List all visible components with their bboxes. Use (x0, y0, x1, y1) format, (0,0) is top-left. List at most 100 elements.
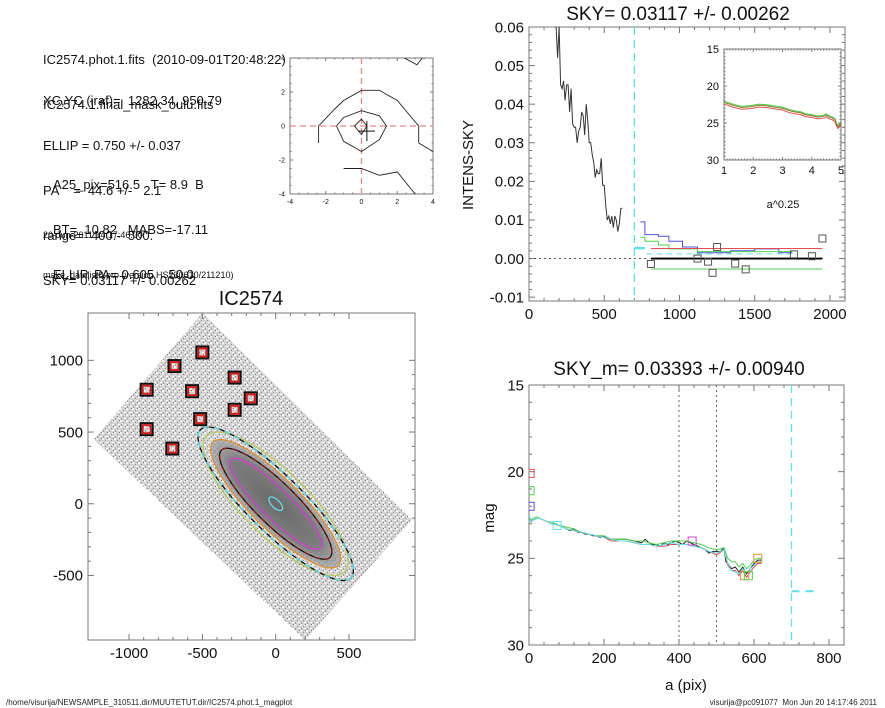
x-tick-label: 4 (809, 165, 815, 177)
mag-plot-title: SKY_m= 0.03393 +/- 0.00940 (553, 359, 804, 380)
x-tick-label: 5 (838, 165, 844, 177)
galaxy-disk (210, 439, 341, 569)
axis-frame (528, 384, 845, 646)
sky-box-inner (169, 361, 180, 372)
sky-box-inner (195, 414, 206, 425)
mag-marker-magenta (687, 536, 697, 546)
x-tick-label: 2 (395, 199, 399, 206)
sky-plot-data (529, 27, 827, 301)
sky-box-point (713, 242, 722, 251)
mag-profile-red (529, 514, 762, 579)
y-tick-label: -4 (279, 191, 285, 198)
isophote-ellipse-cyan-inner (268, 496, 284, 512)
sky-box-inner (229, 372, 240, 383)
info-header: IC2574.phot.1.fits (2010-09-01T20:48:22)… (43, 22, 286, 127)
sky-step-green (640, 236, 793, 253)
sky-plot: 0 500 1000 1500 2000 -0.01 0.00 0.01 0.02 0.03 0.0… (490, 19, 847, 323)
sky-box-point (646, 259, 655, 268)
y-tick-label: -0.01 (490, 289, 524, 306)
info-sky: SKY= 0.03117 +/- 0.00262 (43, 273, 196, 288)
x-tick-label: 800 (816, 650, 841, 667)
x-tick-label: -2 (323, 199, 329, 206)
sky-box-point (741, 265, 750, 274)
sky-box-outer (167, 359, 182, 374)
info-a25: A25_pix=516.5 T= 8.9 B (53, 177, 204, 192)
y-tick-label: 30 (507, 637, 524, 654)
y-tick-label: 30 (707, 155, 719, 167)
mag-plot-xlabel: a (pix) (665, 677, 707, 694)
sky-box-point (807, 252, 816, 261)
mag-plot-data (529, 385, 814, 645)
x-tick-label: 1500 (738, 306, 771, 323)
info-filename: IC2574.phot.1.fits (2010-09-01T20:48:22) (43, 52, 286, 67)
centering-contours (290, 58, 433, 194)
inset-data (724, 100, 841, 130)
info-program: make_datalist0.pro (version HS230610/211… (43, 270, 234, 280)
info-footer: 20-Jun-2011 14:17:46.00 make_datalist0.p… (43, 205, 233, 293)
y-tick-label: 2 (281, 89, 285, 96)
image-data (93, 313, 413, 640)
y-tick-label: -2 (279, 157, 285, 164)
y-tick-label: 0.04 (495, 96, 524, 113)
mag-marker-blue (529, 501, 535, 511)
galaxy-image-plot: -1000 -500 0 500 -500 0 500 1000 (50, 312, 416, 662)
sky-box-outer (185, 384, 200, 399)
sky-box-outer (193, 412, 208, 427)
mag-profile-cyan (529, 514, 762, 575)
info-pa: PA = 44.6 +/- 2.1 (43, 183, 162, 198)
y-tick-label: 0.01 (495, 212, 524, 229)
x-tick-label: 500 (336, 645, 361, 662)
sky-box-inner (197, 347, 208, 358)
isophote-contour (354, 118, 368, 136)
x-tick-label: 500 (592, 306, 617, 323)
info-params: XC,YC (iraf)= 1282.34, 950.79 ELLIP = 0.… (43, 63, 222, 303)
y-tick-label: -500 (53, 568, 83, 585)
y-tick-label: 0.05 (495, 58, 524, 75)
info-range: range= 400.- 500. (43, 228, 154, 243)
sky-box-inner (187, 386, 198, 397)
inset-xlabel: a^0.25 (767, 199, 800, 211)
isophote-contour (343, 168, 416, 194)
info-center: XC,YC (iraf)= 1282.34, 950.79 (43, 93, 222, 108)
mag-marker-cyan (552, 520, 562, 530)
info-bt: BT= 10.82 MABS=-17.11 (53, 222, 209, 237)
x-tick-label: 0 (360, 199, 364, 206)
isophote-ellipse-orange (210, 438, 342, 569)
x-tick-label: 400 (666, 650, 691, 667)
sky-box-inner (141, 384, 152, 395)
sky-box-inner (141, 424, 152, 435)
sky-box-outer (227, 402, 242, 417)
isophote-contour (318, 89, 433, 152)
y-tick-label: 0 (281, 123, 285, 130)
sky-box-outer (227, 370, 242, 385)
sky-box-outer (195, 345, 210, 360)
info-ellip-pa: ELLIP, PA= 0.605 50.0 (53, 267, 194, 282)
y-tick-label: 25 (707, 118, 719, 130)
isophote-ellipse-yellow-green (202, 431, 349, 577)
x-tick-label: 200 (591, 650, 616, 667)
inset-profile-black (724, 101, 841, 128)
isophote-contour (404, 58, 423, 66)
mag-plot-ylabel: mag (481, 503, 498, 532)
y-tick-label: 500 (58, 424, 83, 441)
intensity-profile-line (555, 27, 623, 232)
axis-frame (87, 312, 416, 641)
y-tick-label: 15 (707, 44, 719, 56)
sky-box-inner (229, 404, 240, 415)
x-tick-label: 0 (272, 645, 280, 662)
sky-box-point (693, 254, 702, 263)
info-derived: A25_pix=516.5 T= 8.9 B BT= 10.82 MABS=-1… (53, 147, 208, 297)
magnitude-profile-plot: 0 200 400 600 800 15 20 25 30 (507, 377, 845, 667)
x-tick-label: 1 (721, 165, 727, 177)
sky-box-outer (243, 391, 258, 406)
x-tick-label: -500 (187, 645, 217, 662)
sky-plot-ylabel: INTENS-SKY (460, 120, 477, 210)
y-tick-label: 1000 (50, 353, 83, 370)
isophote-ellipse-cyan-dashed (197, 426, 355, 582)
mag-profile-green (529, 514, 762, 570)
x-tick-label: -4 (287, 199, 293, 206)
sky-box-inner (245, 393, 256, 404)
isophote-ellipse-red (218, 447, 333, 560)
sky-box-inner (167, 443, 178, 454)
